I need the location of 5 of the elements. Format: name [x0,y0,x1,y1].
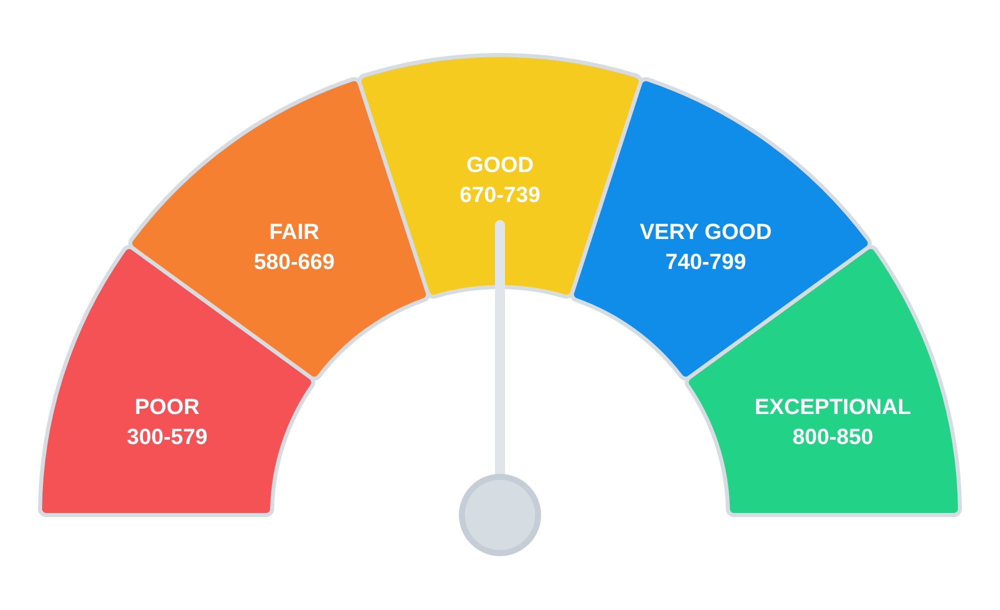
slice-label: GOOD 670-739 [460,152,540,207]
slice-label: FAIR 580-669 [254,218,335,274]
slice-label: POOR 300-579 [126,394,208,449]
slice-label: EXCEPTIONAL 800-850 [754,394,912,449]
slice-label: VERY GOOD 740-799 [640,218,772,274]
